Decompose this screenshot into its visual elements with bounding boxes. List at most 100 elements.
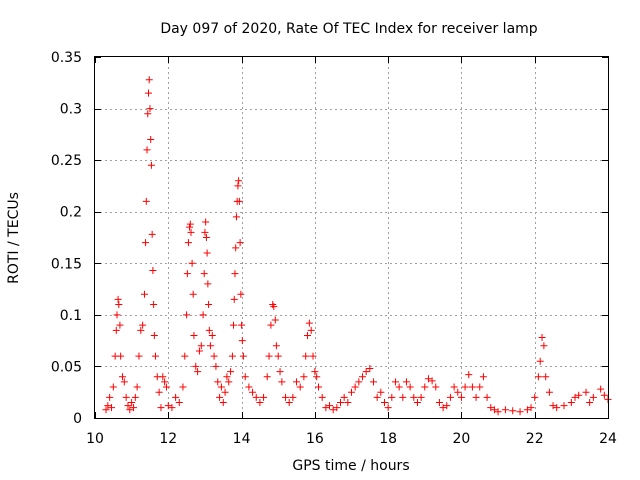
data-point — [272, 342, 280, 350]
data-point — [146, 105, 154, 113]
data-point — [201, 228, 209, 236]
data-point — [148, 230, 156, 238]
y-tick-label: 0.15 — [51, 256, 82, 272]
data-point — [116, 321, 124, 329]
data-point — [113, 311, 121, 319]
data-point — [109, 383, 117, 391]
data-point — [276, 368, 284, 376]
data-point — [135, 352, 143, 360]
data-point — [571, 393, 579, 401]
y-tick-label: 0.25 — [51, 153, 82, 169]
data-point — [144, 89, 152, 97]
data-point — [263, 373, 271, 381]
data-point — [582, 388, 590, 396]
data-point — [118, 373, 126, 381]
x-tick-label: 12 — [159, 431, 177, 447]
data-point — [311, 368, 319, 376]
data-point — [377, 388, 385, 396]
data-point — [137, 326, 145, 334]
data-point — [106, 393, 114, 401]
data-point — [145, 76, 153, 84]
data-point — [183, 311, 191, 319]
data-point — [421, 383, 429, 391]
data-point — [410, 393, 418, 401]
data-point — [468, 383, 476, 391]
data-point — [534, 373, 542, 381]
data-point — [501, 406, 509, 414]
data-point — [223, 373, 231, 381]
data-point — [439, 404, 447, 412]
data-point — [161, 378, 169, 386]
data-point — [461, 383, 469, 391]
data-point — [147, 161, 155, 169]
data-point — [150, 331, 158, 339]
data-point — [380, 399, 388, 407]
data-point — [362, 368, 370, 376]
data-point — [329, 406, 337, 414]
data-point — [326, 402, 334, 410]
data-point — [289, 393, 297, 401]
x-tick-label: 16 — [306, 431, 324, 447]
data-point — [417, 393, 425, 401]
data-point — [285, 399, 293, 407]
data-point — [143, 146, 151, 154]
data-point — [479, 373, 487, 381]
data-point — [232, 213, 240, 221]
data-point — [494, 408, 502, 416]
data-point — [133, 383, 141, 391]
data-point — [162, 383, 170, 391]
data-point — [487, 404, 495, 412]
data-point — [340, 393, 348, 401]
data-point — [194, 368, 202, 376]
plot-frame — [94, 56, 609, 419]
data-point — [114, 295, 122, 303]
data-point — [219, 399, 227, 407]
data-point — [231, 270, 239, 278]
data-point — [147, 136, 155, 144]
data-point — [204, 280, 212, 288]
data-point — [549, 402, 557, 410]
data-point — [172, 393, 180, 401]
data-point — [271, 316, 279, 324]
data-point — [140, 290, 148, 298]
data-point — [527, 404, 535, 412]
data-point — [238, 321, 246, 329]
data-point — [149, 267, 157, 275]
data-point — [232, 244, 240, 252]
data-point — [205, 301, 213, 309]
data-point — [542, 373, 550, 381]
data-point — [252, 393, 260, 401]
data-point — [237, 290, 245, 298]
data-point — [179, 383, 187, 391]
data-point — [538, 334, 546, 342]
y-tick-label: 0.3 — [60, 102, 82, 118]
data-point — [516, 408, 524, 416]
data-point — [212, 362, 220, 370]
data-point — [183, 270, 191, 278]
data-point — [567, 399, 575, 407]
data-point — [406, 383, 414, 391]
data-point — [210, 352, 218, 360]
data-point — [186, 223, 194, 231]
data-point — [265, 352, 273, 360]
data-point — [282, 393, 290, 401]
data-point — [230, 321, 238, 329]
data-point — [150, 301, 158, 309]
data-point — [373, 393, 381, 401]
data-point — [112, 326, 120, 334]
data-point — [104, 402, 112, 410]
data-point — [142, 197, 150, 205]
data-point — [117, 352, 125, 360]
data-point — [192, 362, 200, 370]
data-point — [428, 377, 436, 385]
data-point — [322, 404, 330, 412]
data-point — [536, 357, 544, 365]
data-point — [586, 399, 594, 407]
data-point — [202, 218, 210, 226]
data-point — [523, 406, 531, 414]
data-point — [122, 393, 130, 401]
data-point — [126, 406, 134, 414]
data-point — [278, 378, 286, 386]
data-point — [399, 393, 407, 401]
